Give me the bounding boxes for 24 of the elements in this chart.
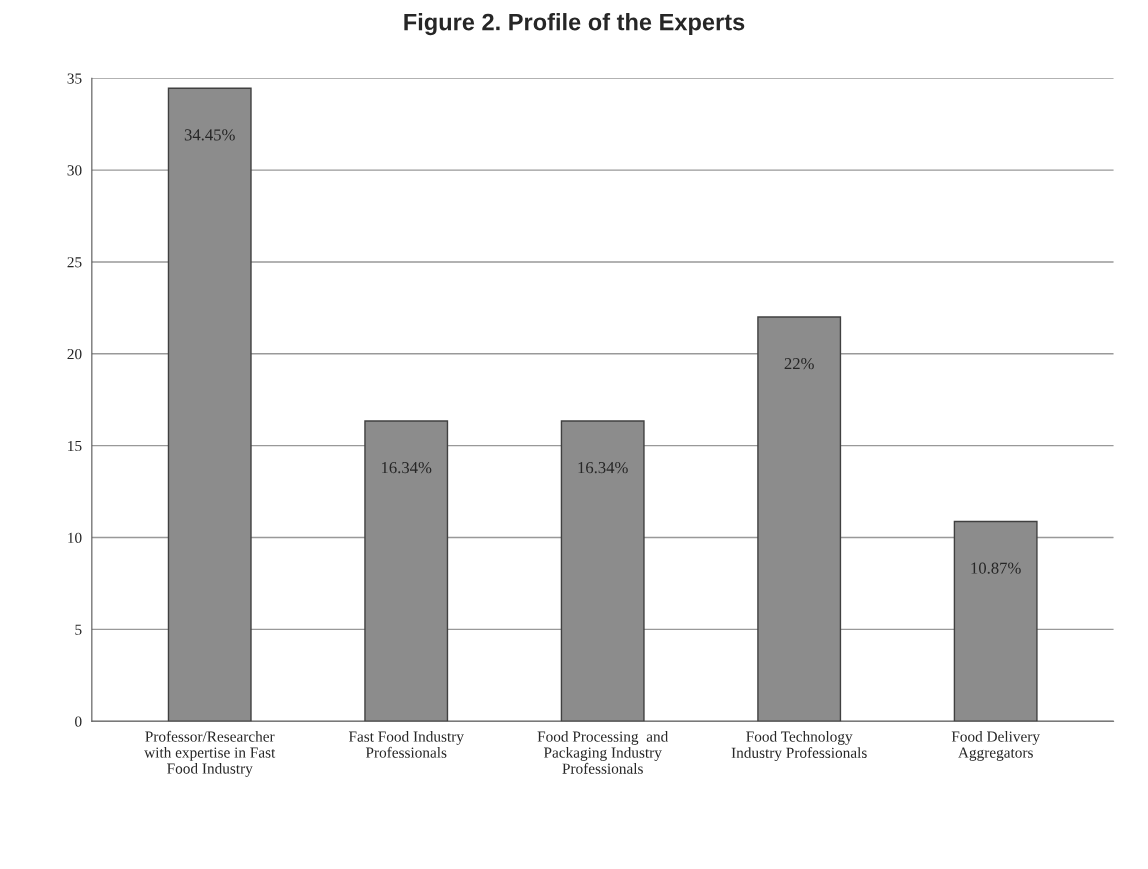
bar <box>364 420 449 722</box>
x-tick-label: Food Processing and Packaging Industry Professionals <box>537 730 669 774</box>
data-label: 16.34% <box>381 461 432 474</box>
data-label: 16.34% <box>578 461 628 474</box>
y-tick-label: 5 <box>75 624 82 635</box>
x-tick-label: Professor/Researcher with expertise in Fast Food Industry <box>144 730 276 777</box>
x-tick-label: Food Technology Industry Professionals <box>731 730 867 762</box>
y-tick-label: 25 <box>67 257 82 268</box>
x-tick-label: Food Delivery Aggregators <box>951 730 1040 761</box>
bar <box>560 420 645 722</box>
bar <box>757 316 842 722</box>
chart-title: Figure 2. Profile of the Experts <box>404 13 745 36</box>
bar <box>167 87 252 722</box>
data-label: 10.87% <box>971 562 1021 574</box>
y-tick-label: 20 <box>67 348 82 360</box>
y-tick-label: 30 <box>67 165 82 176</box>
y-tick-label: 0 <box>75 716 82 727</box>
y-tick-label: 10 <box>68 532 82 543</box>
x-tick-label: Fast Food Industry Professionals <box>348 730 464 758</box>
data-label: 22% <box>784 357 814 370</box>
y-tick-label: 15 <box>68 440 82 452</box>
bar <box>953 520 1038 722</box>
data-label: 34.45% <box>184 129 235 141</box>
y-tick-label: 35 <box>67 73 82 84</box>
